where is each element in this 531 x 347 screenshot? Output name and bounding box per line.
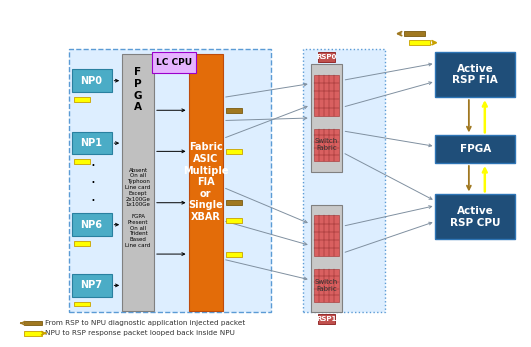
FancyBboxPatch shape	[226, 108, 242, 113]
Text: RSP0: RSP0	[316, 54, 337, 60]
FancyBboxPatch shape	[74, 97, 90, 102]
FancyBboxPatch shape	[226, 149, 242, 154]
FancyBboxPatch shape	[226, 252, 242, 256]
FancyBboxPatch shape	[226, 218, 242, 223]
FancyBboxPatch shape	[74, 159, 90, 164]
FancyBboxPatch shape	[24, 321, 42, 325]
FancyBboxPatch shape	[122, 54, 154, 311]
FancyBboxPatch shape	[311, 205, 342, 312]
FancyBboxPatch shape	[72, 132, 112, 154]
FancyBboxPatch shape	[314, 269, 339, 302]
FancyBboxPatch shape	[314, 129, 339, 161]
FancyBboxPatch shape	[318, 52, 335, 62]
FancyBboxPatch shape	[69, 49, 271, 312]
FancyBboxPatch shape	[435, 194, 515, 239]
Text: Switch
Fabric: Switch Fabric	[315, 279, 338, 292]
Text: Active
RSP FIA: Active RSP FIA	[452, 64, 498, 85]
FancyBboxPatch shape	[314, 215, 339, 256]
FancyBboxPatch shape	[152, 52, 196, 73]
Text: NPU to RSP response packet looped back inside NPU: NPU to RSP response packet looped back i…	[45, 330, 235, 336]
FancyBboxPatch shape	[435, 135, 515, 163]
FancyBboxPatch shape	[311, 64, 342, 172]
FancyBboxPatch shape	[72, 213, 112, 236]
FancyBboxPatch shape	[72, 274, 112, 297]
FancyBboxPatch shape	[435, 52, 515, 97]
FancyBboxPatch shape	[74, 241, 90, 246]
Text: Switch
Fabric: Switch Fabric	[315, 138, 338, 151]
Text: FPGA: FPGA	[460, 144, 491, 154]
Text: Fabric
ASIC
Multiple
FIA
or
Single
XBAR: Fabric ASIC Multiple FIA or Single XBAR	[183, 142, 228, 222]
FancyBboxPatch shape	[189, 54, 223, 311]
FancyBboxPatch shape	[318, 314, 335, 324]
Text: F
P
G
A: F P G A	[134, 67, 142, 112]
FancyBboxPatch shape	[72, 69, 112, 92]
FancyBboxPatch shape	[409, 40, 430, 45]
FancyBboxPatch shape	[24, 331, 42, 336]
Text: RSP1: RSP1	[316, 316, 337, 322]
Text: Active
RSP CPU: Active RSP CPU	[450, 206, 501, 228]
Text: LC CPU: LC CPU	[156, 58, 192, 67]
Text: ·
·
·: · · ·	[90, 159, 96, 209]
Text: NP0: NP0	[81, 76, 102, 86]
FancyBboxPatch shape	[314, 75, 339, 116]
Text: NP7: NP7	[81, 280, 102, 290]
Text: NP6: NP6	[81, 220, 102, 230]
Text: NP1: NP1	[81, 138, 102, 148]
FancyBboxPatch shape	[74, 302, 90, 306]
FancyBboxPatch shape	[404, 31, 425, 36]
FancyBboxPatch shape	[303, 49, 385, 312]
FancyBboxPatch shape	[226, 200, 242, 205]
Text: From RSP to NPU diagnostic application injected packet: From RSP to NPU diagnostic application i…	[45, 320, 245, 326]
Text: Absent
On all
Typhoon
Line card
Except
2x100Ge
1x100Ge

FGPA
Present
On all
Trid: Absent On all Typhoon Line card Except 2…	[125, 168, 151, 248]
